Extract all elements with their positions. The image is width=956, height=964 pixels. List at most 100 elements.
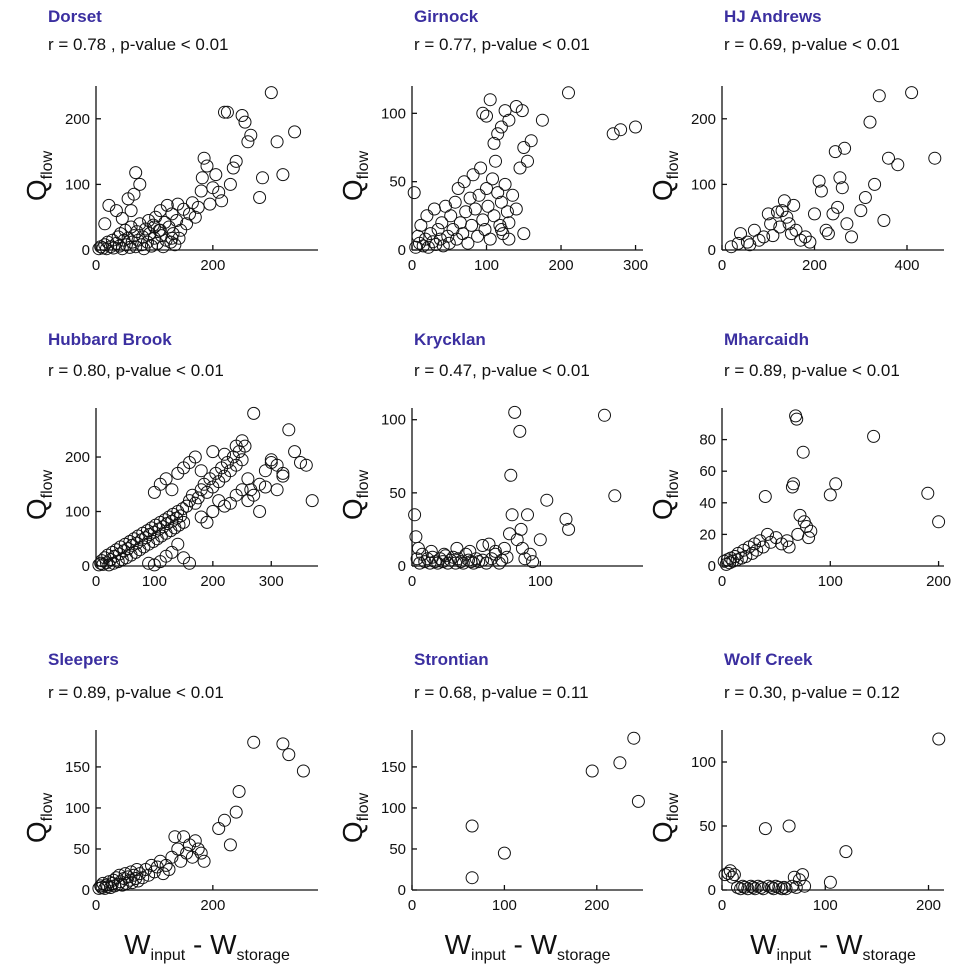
data-point — [195, 171, 209, 185]
data-point — [745, 546, 759, 560]
x-tick-label: 200 — [549, 257, 574, 274]
data-point — [921, 486, 935, 500]
data-point — [627, 731, 641, 745]
data-point — [124, 204, 138, 218]
data-point — [476, 106, 490, 120]
y-tick-label: 0 — [708, 242, 716, 259]
data-point — [489, 154, 502, 168]
data-point — [606, 127, 620, 141]
data-point — [264, 453, 278, 467]
y-tick-label: 100 — [691, 176, 716, 193]
data-point — [276, 737, 290, 751]
data-point — [867, 429, 881, 443]
y-tick-label: 40 — [699, 495, 716, 512]
data-point — [209, 168, 223, 182]
data-point — [212, 185, 226, 199]
data-point — [188, 834, 202, 848]
x-axis-label: Winput - Wstorage — [750, 929, 916, 964]
data-point — [787, 198, 801, 212]
data-point — [131, 874, 145, 888]
data-point — [488, 544, 502, 558]
data-point — [758, 490, 772, 503]
data-point — [218, 447, 231, 461]
data-point — [270, 483, 284, 497]
data-point — [812, 174, 826, 188]
data-point — [891, 158, 905, 172]
data-point — [218, 813, 231, 827]
data-point — [461, 236, 475, 250]
data-point — [727, 868, 741, 882]
data-point — [114, 540, 127, 554]
data-point — [466, 168, 480, 182]
x-tick-label: 100 — [492, 897, 517, 914]
data-point — [206, 505, 220, 518]
x-axis-label: Winput - Wstorage — [124, 929, 290, 964]
x-tick-label: 100 — [142, 573, 167, 590]
panel-hubbard-brook: Hubbard Brook r = 0.80, p-value < 0.01 0 10… — [21, 330, 319, 590]
panel-sleepers: Sleepers r = 0.89, p-value < 0.01 0 50 100 15… — [21, 650, 318, 914]
data-point — [506, 188, 520, 202]
data-point — [457, 175, 471, 189]
data-point — [514, 522, 528, 536]
y-tick-label: 100 — [381, 412, 406, 429]
data-point — [521, 154, 534, 168]
y-tick-label: 100 — [381, 105, 406, 122]
data-point — [147, 485, 161, 499]
y-tick-label: 0 — [398, 882, 406, 899]
data-point — [197, 854, 211, 868]
data-point — [854, 204, 868, 218]
data-point — [238, 115, 252, 129]
data-point — [118, 867, 132, 881]
data-point — [775, 882, 789, 896]
data-point — [446, 550, 460, 564]
panel-title: Strontian — [414, 650, 489, 669]
y-tick-label: 150 — [65, 759, 90, 776]
data-point — [145, 858, 158, 872]
data-point — [115, 212, 129, 225]
data-point — [498, 177, 512, 191]
data-point — [739, 550, 753, 563]
data-point — [505, 508, 519, 522]
x-tick-label: 0 — [92, 897, 100, 914]
data-point — [131, 529, 145, 543]
y-tick-label: 200 — [691, 111, 716, 128]
panel-title: Krycklan — [414, 330, 486, 349]
data-point — [562, 522, 576, 536]
data-point — [258, 464, 272, 478]
x-tick-label: 0 — [408, 257, 416, 274]
y-tick-label: 50 — [73, 841, 90, 858]
data-point — [174, 509, 188, 523]
data-point — [835, 181, 849, 195]
data-point — [480, 109, 493, 123]
data-point — [787, 477, 800, 491]
data-point — [474, 161, 488, 175]
data-point — [244, 128, 258, 142]
data-point — [728, 550, 742, 563]
data-point — [521, 508, 534, 522]
data-point — [125, 235, 139, 249]
data-point — [719, 557, 733, 571]
y-tick-label: 0 — [708, 558, 716, 575]
panel-stat: r = 0.78 , p-value < 0.01 — [48, 35, 229, 54]
y-tick-label: 200 — [65, 449, 90, 466]
y-axis-label: Qflow — [647, 469, 682, 520]
x-tick-label: 200 — [916, 897, 941, 914]
y-tick-label: 0 — [398, 242, 406, 259]
data-point — [282, 423, 296, 437]
data-point — [721, 866, 735, 880]
data-point — [743, 238, 757, 252]
data-point — [819, 223, 833, 237]
data-point — [494, 195, 508, 209]
data-point — [241, 472, 255, 486]
data-point — [502, 113, 516, 127]
y-tick-label: 100 — [65, 176, 90, 193]
data-point — [149, 518, 163, 532]
x-tick-label: 400 — [894, 257, 919, 274]
data-point — [288, 445, 302, 459]
data-point — [476, 553, 490, 567]
data-point — [905, 86, 919, 100]
data-point — [114, 227, 127, 241]
data-point — [789, 880, 803, 894]
y-tick-label: 20 — [699, 526, 716, 543]
panel-strontian: Strontian r = 0.68, p-value = 0.11 0 50 100 1… — [337, 650, 645, 914]
